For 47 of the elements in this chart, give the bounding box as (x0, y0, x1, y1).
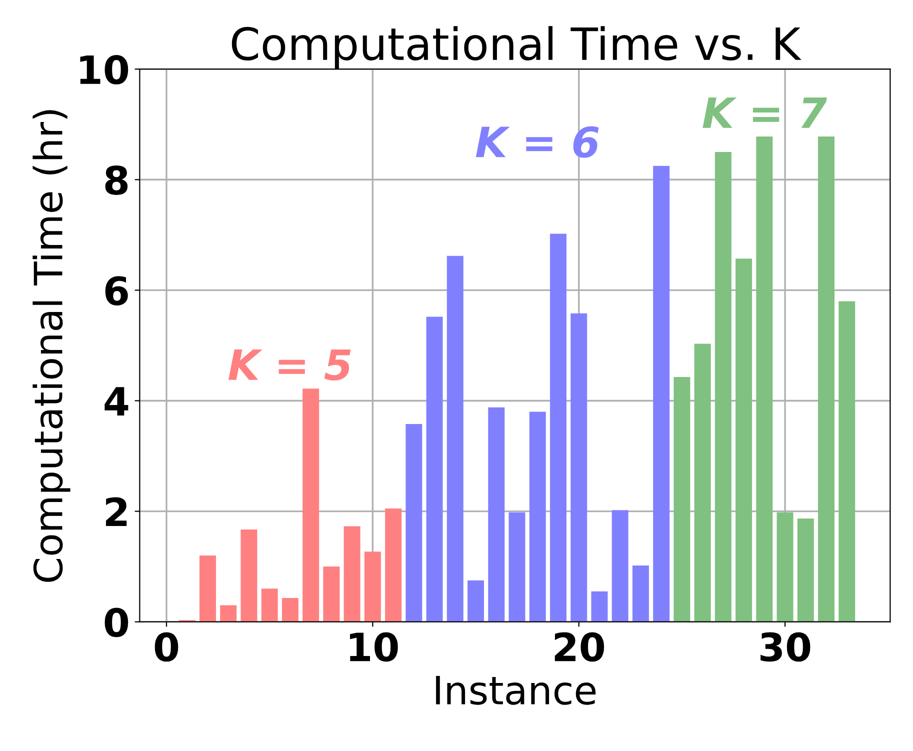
x-tick-label: 20 (554, 632, 604, 662)
chart-title: Computational Time vs. K (232, 26, 802, 70)
bar (364, 552, 381, 622)
series-label: K = 7 (702, 97, 827, 128)
bar (240, 530, 258, 622)
bar (282, 598, 298, 622)
bar (612, 510, 628, 622)
bar (385, 508, 402, 622)
bar (550, 234, 566, 622)
bar (776, 512, 794, 622)
y-tick-label: 6 (105, 276, 128, 306)
x-tick-label: 0 (154, 632, 178, 662)
series-label: K = 5 (228, 350, 351, 380)
bar (220, 605, 237, 622)
y-tick-label: 4 (104, 387, 128, 416)
bar (570, 313, 588, 622)
bar (344, 526, 360, 622)
bar (736, 258, 752, 622)
bar (797, 518, 814, 622)
bar (261, 588, 278, 622)
bar (529, 412, 546, 622)
bar (406, 424, 422, 622)
x-tick-label: 10 (350, 632, 398, 662)
x-axis-title: Instance (436, 676, 596, 705)
bar (818, 136, 835, 622)
y-tick-label: 10 (80, 55, 128, 84)
bar (632, 565, 649, 622)
y-tick-label: 2 (106, 497, 127, 526)
bar (488, 407, 505, 622)
bar (653, 166, 670, 622)
bar (199, 556, 216, 622)
bar (468, 580, 484, 622)
bar (694, 344, 711, 622)
bar (838, 301, 856, 622)
y-tick-label: 8 (105, 166, 128, 195)
bar (591, 591, 608, 622)
y-tick-label: 0 (104, 608, 128, 638)
y-axis-title: Computational Time (hr) (32, 110, 70, 582)
bar (714, 152, 732, 622)
bar (674, 376, 690, 622)
bar (426, 316, 443, 622)
bar (302, 388, 320, 622)
bar (446, 256, 464, 622)
bar (756, 136, 773, 622)
x-tick-label: 30 (760, 632, 810, 662)
bar (323, 566, 340, 622)
bar (508, 512, 526, 622)
